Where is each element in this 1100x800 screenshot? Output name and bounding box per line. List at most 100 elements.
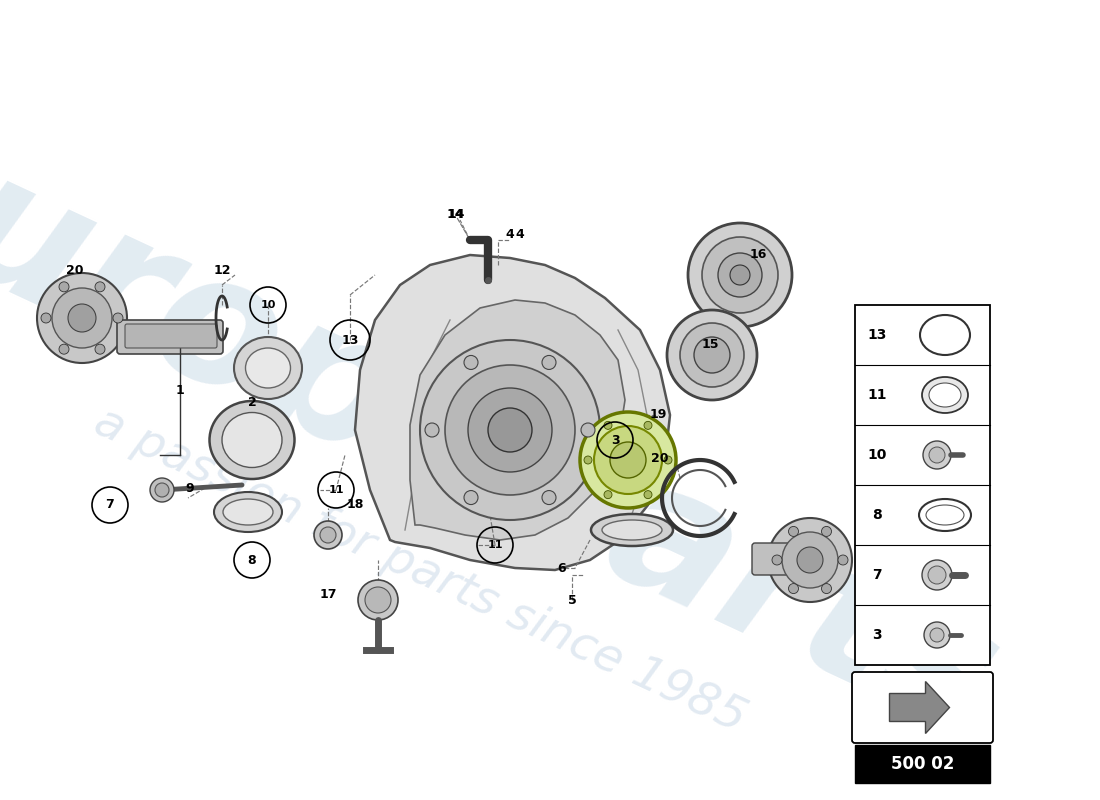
- Circle shape: [798, 547, 823, 573]
- Text: 10: 10: [867, 448, 887, 462]
- Text: 11: 11: [867, 388, 887, 402]
- Circle shape: [446, 365, 575, 495]
- Circle shape: [644, 422, 652, 430]
- Circle shape: [688, 223, 792, 327]
- Circle shape: [604, 422, 612, 430]
- Text: 13: 13: [867, 328, 887, 342]
- Text: 18: 18: [346, 498, 364, 511]
- Circle shape: [702, 237, 778, 313]
- Polygon shape: [410, 300, 625, 540]
- Circle shape: [542, 355, 556, 370]
- Circle shape: [581, 423, 595, 437]
- Text: 20: 20: [66, 263, 84, 277]
- Circle shape: [923, 441, 952, 469]
- Text: 4: 4: [516, 229, 525, 242]
- Text: 19: 19: [649, 409, 667, 422]
- Circle shape: [468, 388, 552, 472]
- Circle shape: [95, 344, 104, 354]
- Circle shape: [41, 313, 51, 323]
- Circle shape: [464, 490, 478, 505]
- Circle shape: [664, 456, 672, 464]
- Ellipse shape: [922, 377, 968, 413]
- Text: 500 02: 500 02: [891, 755, 954, 773]
- Circle shape: [789, 583, 799, 594]
- Circle shape: [838, 555, 848, 565]
- Circle shape: [930, 447, 945, 463]
- Text: 16: 16: [749, 249, 767, 262]
- Ellipse shape: [245, 348, 290, 388]
- Ellipse shape: [918, 499, 971, 531]
- Circle shape: [594, 426, 662, 494]
- Text: 8: 8: [872, 508, 882, 522]
- Text: 8: 8: [248, 554, 256, 566]
- Circle shape: [922, 560, 952, 590]
- Circle shape: [113, 313, 123, 323]
- Text: 6: 6: [558, 562, 566, 574]
- Circle shape: [644, 490, 652, 498]
- Ellipse shape: [926, 505, 964, 525]
- FancyBboxPatch shape: [855, 745, 990, 783]
- Text: 3: 3: [872, 628, 882, 642]
- Ellipse shape: [591, 514, 673, 546]
- Circle shape: [584, 456, 592, 464]
- Text: 11: 11: [487, 540, 503, 550]
- Text: 7: 7: [872, 568, 882, 582]
- Circle shape: [782, 532, 838, 588]
- Text: 17: 17: [319, 589, 337, 602]
- Circle shape: [822, 583, 832, 594]
- Circle shape: [768, 518, 852, 602]
- Circle shape: [694, 337, 730, 373]
- Text: 14: 14: [448, 209, 464, 222]
- Circle shape: [59, 344, 69, 354]
- Circle shape: [930, 628, 944, 642]
- Circle shape: [95, 282, 104, 292]
- Ellipse shape: [234, 337, 302, 399]
- FancyBboxPatch shape: [117, 320, 223, 354]
- Circle shape: [928, 566, 946, 584]
- Text: 5: 5: [568, 594, 576, 606]
- Ellipse shape: [214, 492, 282, 532]
- Circle shape: [580, 412, 676, 508]
- Circle shape: [425, 423, 439, 437]
- Circle shape: [150, 478, 174, 502]
- Text: europeparts: europeparts: [0, 86, 1023, 774]
- Ellipse shape: [930, 383, 961, 407]
- Text: 1: 1: [176, 383, 185, 397]
- Circle shape: [924, 622, 950, 648]
- Circle shape: [604, 490, 612, 498]
- Text: 3: 3: [610, 434, 619, 446]
- Ellipse shape: [602, 520, 662, 540]
- Ellipse shape: [920, 315, 970, 355]
- Text: 13: 13: [341, 334, 359, 346]
- Text: 15: 15: [702, 338, 718, 351]
- Circle shape: [52, 288, 112, 348]
- FancyBboxPatch shape: [852, 672, 993, 743]
- Ellipse shape: [223, 499, 273, 525]
- FancyBboxPatch shape: [855, 305, 990, 665]
- Circle shape: [314, 521, 342, 549]
- Circle shape: [365, 587, 390, 613]
- Circle shape: [542, 490, 556, 505]
- Text: 14: 14: [447, 209, 464, 222]
- FancyBboxPatch shape: [125, 324, 217, 348]
- Text: 12: 12: [213, 263, 231, 277]
- Circle shape: [772, 555, 782, 565]
- Circle shape: [37, 273, 127, 363]
- Text: a passion for parts since 1985: a passion for parts since 1985: [87, 398, 754, 742]
- Circle shape: [667, 310, 757, 400]
- Circle shape: [718, 253, 762, 297]
- Text: 4: 4: [506, 229, 515, 242]
- Circle shape: [488, 408, 532, 452]
- Text: 20: 20: [651, 451, 669, 465]
- Circle shape: [822, 526, 832, 537]
- Circle shape: [610, 442, 646, 478]
- Circle shape: [789, 526, 799, 537]
- Circle shape: [358, 580, 398, 620]
- Circle shape: [730, 265, 750, 285]
- Circle shape: [464, 355, 478, 370]
- Circle shape: [155, 483, 169, 497]
- Circle shape: [68, 304, 96, 332]
- Text: 2: 2: [248, 395, 256, 409]
- Ellipse shape: [209, 401, 295, 479]
- FancyBboxPatch shape: [752, 543, 816, 575]
